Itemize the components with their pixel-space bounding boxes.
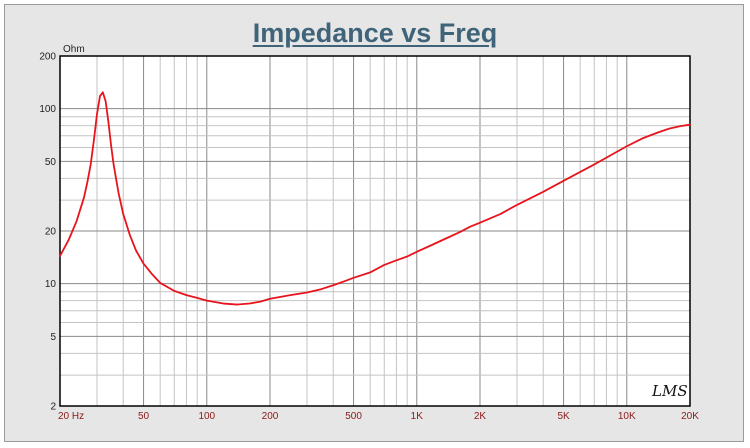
x-tick-label: 20 Hz <box>58 411 84 422</box>
x-tick-label: 20K <box>681 411 699 422</box>
chart-title: Impedance vs Freq <box>252 18 498 48</box>
y-tick-label: 5 <box>50 332 56 343</box>
x-tick-label: 1K <box>411 411 424 422</box>
x-tick-label: 2K <box>474 411 487 422</box>
y-unit-label: Ohm <box>63 44 85 55</box>
y-tick-label: 2 <box>50 402 56 413</box>
x-tick-label: 200 <box>262 411 279 422</box>
x-tick-label: 10K <box>618 411 636 422</box>
series-layer <box>59 91 691 306</box>
y-tick-label: 20 <box>45 227 57 238</box>
x-tick-label: 100 <box>198 411 215 422</box>
y-tick-label: 100 <box>39 104 56 115</box>
x-tick-label: 500 <box>345 411 362 422</box>
x-tick-label: 5K <box>557 411 570 422</box>
watermark-signature: LMS <box>651 382 688 400</box>
plot-border <box>59 55 691 407</box>
tick-labels: 20 Hz 50 100 200 500 1K 2K 5K 10K 20K 200 100 50 20 10… <box>39 52 699 423</box>
y-tick-label: 10 <box>45 279 57 290</box>
y-tick-label: 50 <box>45 157 57 168</box>
y-tick-label: 200 <box>39 52 56 63</box>
grid <box>60 56 690 406</box>
x-tick-label: 50 <box>138 411 150 422</box>
impedance-series-line <box>59 91 691 306</box>
